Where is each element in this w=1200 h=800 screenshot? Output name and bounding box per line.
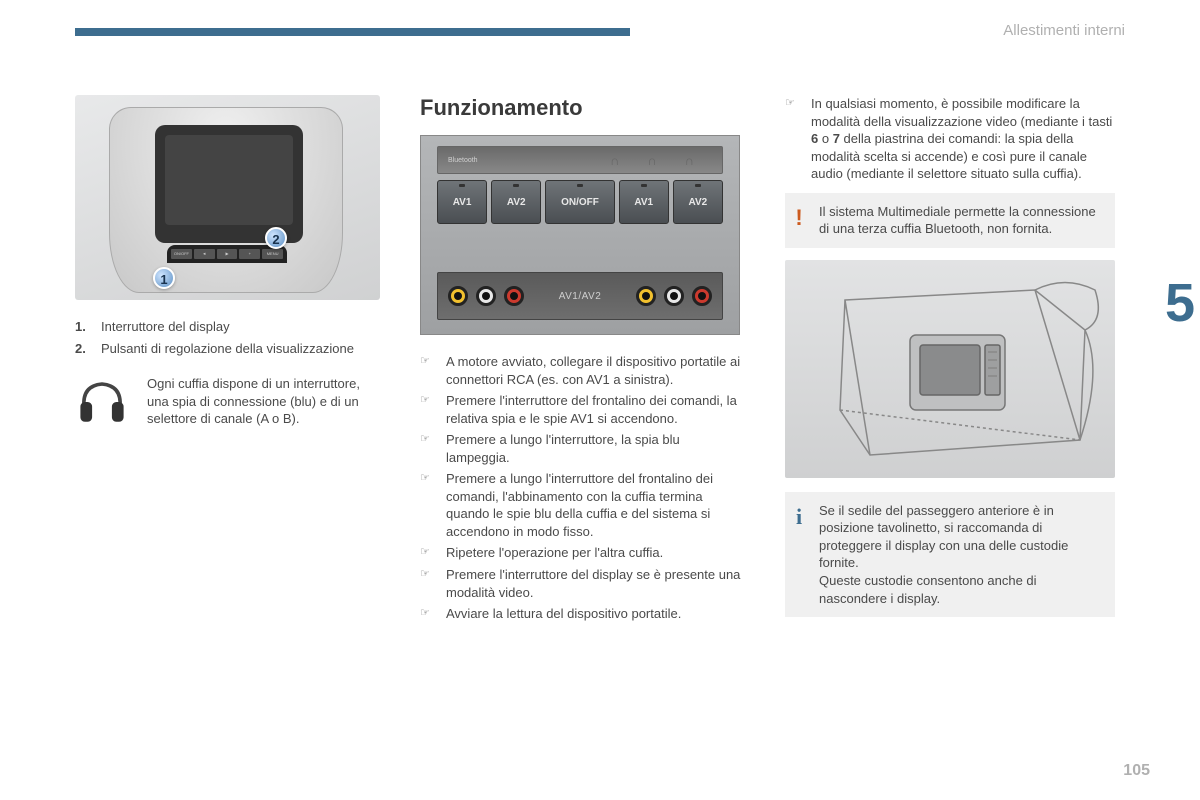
step-item: ☞ A motore avviato, collegare il disposit… bbox=[420, 353, 745, 388]
step-item: ☞ Premere a lungo l'interruttore, la spia… bbox=[420, 431, 745, 466]
operation-steps: ☞ A motore avviato, collegare il disposit… bbox=[420, 353, 745, 623]
panel-top-slot: Bluetooth ∩ ∩ ∩ bbox=[437, 146, 723, 174]
note-suffix: della piastrina dei comandi: la spia del… bbox=[811, 131, 1087, 181]
pointer-icon: ☞ bbox=[420, 353, 434, 388]
rca-white bbox=[664, 286, 684, 306]
panel-button-av2: AV2 bbox=[491, 180, 541, 224]
step-text: Premere a lungo l'interruttore, la spia … bbox=[446, 431, 745, 466]
exclamation-icon: ! bbox=[791, 203, 807, 238]
rca-red bbox=[692, 286, 712, 306]
ctrl-btn: + bbox=[239, 249, 260, 259]
panel-button-av2-right: AV2 bbox=[673, 180, 723, 224]
warning-box: ! Il sistema Multimediale permette la co… bbox=[785, 193, 1115, 248]
step-text: Premere l'interruttore del display se è … bbox=[446, 566, 745, 601]
legend-item: 2. Pulsanti di regolazione della visuali… bbox=[75, 340, 380, 358]
pointer-icon: ☞ bbox=[420, 544, 434, 562]
headphone-jack-icon: ∩ bbox=[685, 153, 694, 168]
legend-num: 1. bbox=[75, 318, 89, 336]
step-text: Ripetere l'operazione per l'altra cuffia… bbox=[446, 544, 663, 562]
legend-item: 1. Interruttore del display bbox=[75, 318, 380, 336]
note-text: In qualsiasi momento, è possibile modifi… bbox=[811, 95, 1115, 183]
diagram-legend: 1. Interruttore del display 2. Pulsanti … bbox=[75, 318, 380, 357]
legend-text: Interruttore del display bbox=[101, 318, 230, 336]
note-key-7: 7 bbox=[833, 131, 840, 146]
page-content: ON/OFF ◄ ▶ + MENU 1 2 1. Interruttore de… bbox=[75, 95, 1125, 740]
step-item: ☞ Avviare la lettura del dispositivo port… bbox=[420, 605, 745, 623]
step-item: ☞ Premere l'interruttore del frontalino d… bbox=[420, 392, 745, 427]
legend-text: Pulsanti di regolazione della visualizza… bbox=[101, 340, 354, 358]
rca-yellow bbox=[448, 286, 468, 306]
step-text: A motore avviato, collegare il dispositi… bbox=[446, 353, 745, 388]
step-text: Avviare la lettura del dispositivo porta… bbox=[446, 605, 681, 623]
panel-button-av1-right: AV1 bbox=[619, 180, 669, 224]
step-item: ☞ Ripetere l'operazione per l'altra cuffi… bbox=[420, 544, 745, 562]
column-left: ON/OFF ◄ ▶ + MENU 1 2 1. Interruttore de… bbox=[75, 95, 380, 740]
panel-button-onoff: ON/OFF bbox=[545, 180, 614, 224]
headphones-icon bbox=[75, 375, 129, 429]
pointer-icon: ☞ bbox=[420, 431, 434, 466]
operation-heading: Funzionamento bbox=[420, 95, 745, 121]
note-mid: o bbox=[818, 131, 832, 146]
ctrl-btn: MENU bbox=[262, 249, 283, 259]
panel-button-av1: AV1 bbox=[437, 180, 487, 224]
legend-num: 2. bbox=[75, 340, 89, 358]
headphone-jack-icon: ∩ bbox=[610, 153, 619, 168]
callout-1: 1 bbox=[153, 267, 175, 289]
section-title: Allestimenti interni bbox=[1003, 22, 1125, 39]
rca-red bbox=[504, 286, 524, 306]
step-text: Premere a lungo l'interruttore del front… bbox=[446, 470, 745, 540]
headphone-note-block: Ogni cuffia dispone di un interruttore, … bbox=[75, 375, 380, 429]
info-text: Se il sedile del passeggero anteriore è … bbox=[819, 502, 1101, 607]
column-right: ☞ In qualsiasi momento, è possibile modi… bbox=[785, 95, 1115, 740]
info-box: i Se il sedile del passeggero anteriore … bbox=[785, 492, 1115, 617]
warning-text: Il sistema Multimediale permette la conn… bbox=[819, 203, 1101, 238]
step-text: Premere l'interruttore del frontalino de… bbox=[446, 392, 745, 427]
pointer-icon: ☞ bbox=[420, 605, 434, 623]
step-item: ☞ Premere l'interruttore del display se è… bbox=[420, 566, 745, 601]
info-icon: i bbox=[791, 502, 807, 607]
headrest-screen bbox=[155, 125, 303, 243]
rca-yellow bbox=[636, 286, 656, 306]
ctrl-btn: ▶ bbox=[217, 249, 238, 259]
column-middle: Funzionamento Bluetooth ∩ ∩ ∩ AV1 AV2 ON… bbox=[420, 95, 745, 740]
control-panel-diagram: Bluetooth ∩ ∩ ∩ AV1 AV2 ON/OFF AV1 AV2 A… bbox=[420, 135, 740, 335]
pointer-icon: ☞ bbox=[420, 470, 434, 540]
ctrl-btn: ON/OFF bbox=[171, 249, 192, 259]
page-number: 105 bbox=[1123, 762, 1150, 780]
ctrl-btn: ◄ bbox=[194, 249, 215, 259]
headphone-jack-icon: ∩ bbox=[647, 153, 656, 168]
header-accent-bar bbox=[75, 28, 630, 36]
headrest-display-diagram: ON/OFF ◄ ▶ + MENU 1 2 bbox=[75, 95, 380, 300]
bluetooth-label: Bluetooth bbox=[448, 157, 478, 164]
rca-label: AV1/AV2 bbox=[532, 291, 628, 302]
note-prefix: In qualsiasi momento, è possibile modifi… bbox=[811, 96, 1112, 129]
callout-2: 2 bbox=[265, 227, 287, 249]
usage-note: ☞ In qualsiasi momento, è possibile modi… bbox=[785, 95, 1115, 183]
rca-white bbox=[476, 286, 496, 306]
protective-cover-diagram bbox=[785, 260, 1115, 478]
rca-connector-panel: AV1/AV2 bbox=[437, 272, 723, 320]
headphone-note-text: Ogni cuffia dispone di un interruttore, … bbox=[147, 375, 380, 428]
panel-button-row: AV1 AV2 ON/OFF AV1 AV2 bbox=[437, 180, 723, 224]
note-item: ☞ In qualsiasi momento, è possibile modi… bbox=[785, 95, 1115, 183]
pointer-icon: ☞ bbox=[785, 95, 799, 183]
display-control-bar: ON/OFF ◄ ▶ + MENU bbox=[167, 245, 287, 263]
pointer-icon: ☞ bbox=[420, 392, 434, 427]
step-item: ☞Premere a lungo l'interruttore del fron… bbox=[420, 470, 745, 540]
pointer-icon: ☞ bbox=[420, 566, 434, 601]
chapter-number: 5 bbox=[1165, 272, 1195, 334]
